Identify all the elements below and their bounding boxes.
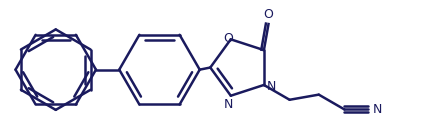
- Text: O: O: [224, 32, 234, 45]
- Text: N: N: [373, 103, 382, 116]
- Text: O: O: [264, 8, 273, 21]
- Text: N: N: [267, 79, 276, 92]
- Text: N: N: [224, 98, 233, 111]
